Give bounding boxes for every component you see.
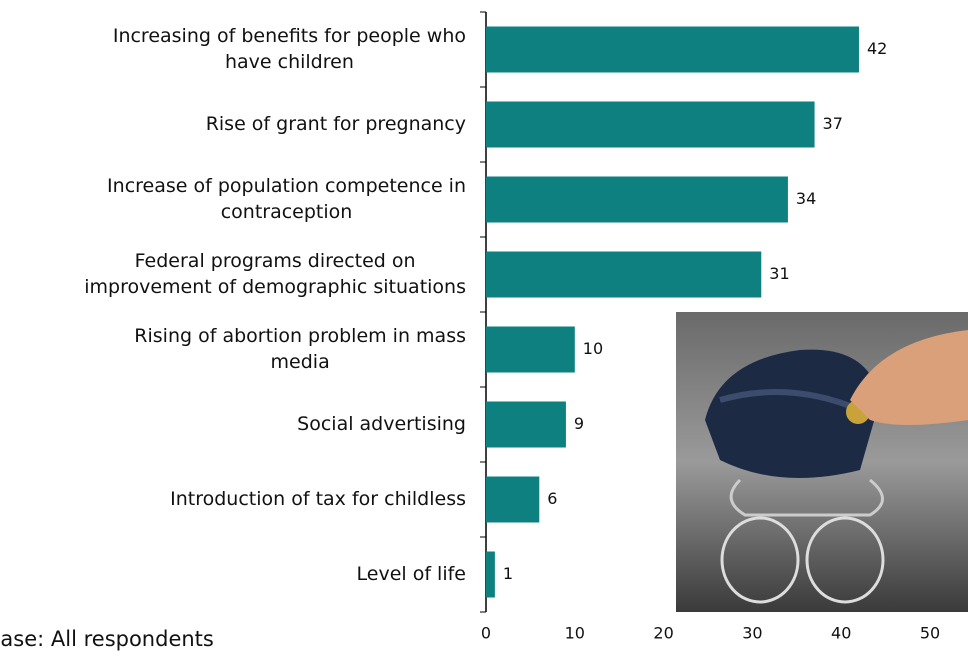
category-label-line: Social advertising [297, 413, 466, 435]
x-tick-label: 30 [742, 624, 762, 643]
bar [486, 551, 495, 598]
bar [486, 476, 540, 523]
bar [486, 26, 859, 73]
category-label-line: Increasing of benefits for people who [113, 25, 466, 47]
category-label: Level of life [357, 563, 466, 585]
x-tick-label: 50 [920, 624, 940, 643]
category-label: Federal programs directed on improvement … [84, 250, 466, 298]
category-label: Increase of population competence in cont… [107, 175, 466, 223]
x-tick-label: 40 [831, 624, 851, 643]
bar [486, 176, 788, 223]
category-label-line: Rising of abortion problem in mass [134, 325, 466, 347]
x-tick-label: 20 [653, 624, 673, 643]
category-label: Rising of abortion problem in mass media [134, 325, 466, 373]
category-label: Rise of grant for pregnancy [206, 113, 466, 135]
footnote: Base: All respondents [0, 627, 214, 651]
category-label-line: have children [225, 51, 354, 73]
category-label: Introduction of tax for childless [170, 488, 466, 510]
category-label: Increasing of benefits for people who hav… [113, 25, 466, 73]
category-label-line: improvement of demographic situations [84, 276, 466, 298]
category-label-line: Increase of population competence in [107, 175, 466, 197]
value-label: 37 [823, 114, 843, 133]
bar [486, 326, 575, 373]
value-label: 6 [547, 489, 557, 508]
category-label-line: Introduction of tax for childless [170, 488, 466, 510]
value-label: 42 [867, 39, 887, 58]
value-label: 10 [583, 339, 603, 358]
value-label: 34 [796, 189, 816, 208]
category-label: Social advertising [297, 413, 466, 435]
value-label: 1 [503, 564, 513, 583]
value-label: 9 [574, 414, 584, 433]
bar [486, 251, 762, 298]
category-label-line: contraception [221, 201, 353, 223]
category-label-line: Level of life [357, 563, 466, 585]
bar [486, 401, 566, 448]
x-tick-label: 10 [565, 624, 585, 643]
category-label-line: Rise of grant for pregnancy [206, 113, 466, 135]
bar [486, 101, 815, 148]
x-tick-label: 0 [481, 624, 491, 643]
category-label-line: Federal programs directed on [135, 250, 416, 272]
category-label-line: media [271, 351, 330, 373]
photo [676, 312, 968, 612]
value-label: 31 [769, 264, 789, 283]
